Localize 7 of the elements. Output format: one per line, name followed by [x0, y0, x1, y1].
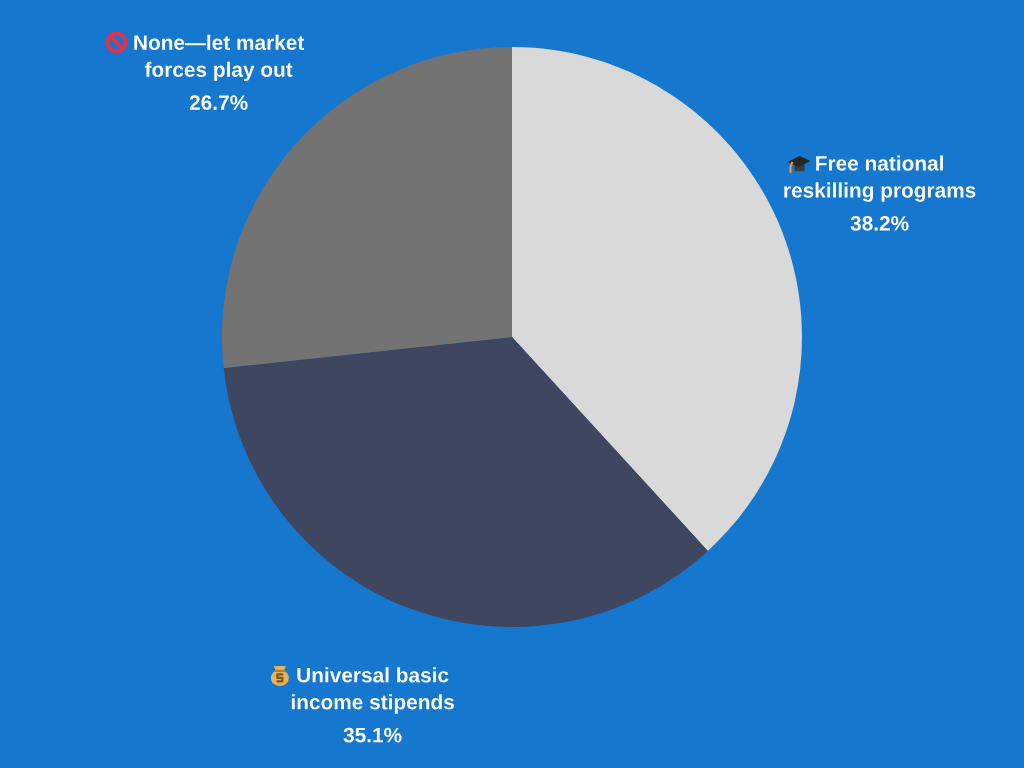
data-label: 26.7%	[189, 95, 248, 110]
slice-label: None—let market forces play out	[134, 34, 305, 82]
slice-label: Free national reskilling programs	[784, 155, 976, 202]
data-label: 38.2%	[850, 215, 909, 231]
pie-slice	[223, 337, 708, 627]
data-label: 35.1%	[343, 727, 402, 743]
slice-label: Universal basic income stipends	[291, 667, 454, 714]
